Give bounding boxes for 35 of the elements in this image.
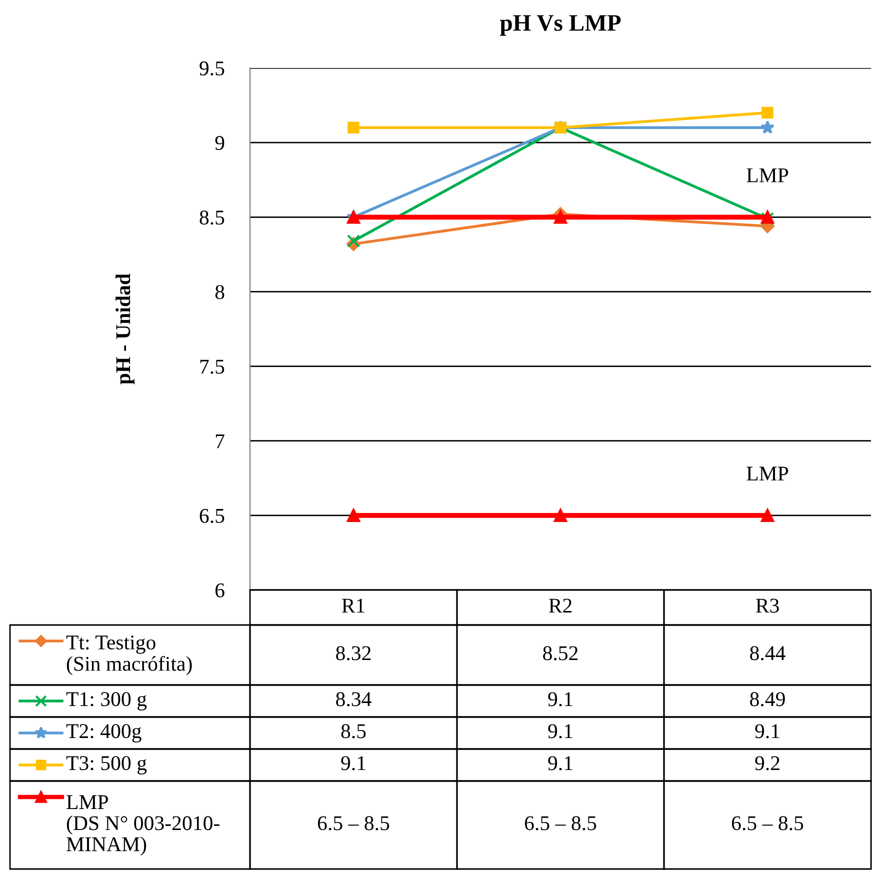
y-tick-label: 7.5	[200, 360, 224, 374]
data-label: 8.49	[750, 692, 785, 706]
y-tick-label: 6.5	[200, 508, 224, 523]
x-tick-label: R2	[548, 598, 572, 613]
text: 6.5 – 8.5	[732, 816, 804, 830]
data-label: 8.52	[543, 646, 578, 660]
text: 6.5 – 8.5	[524, 816, 596, 830]
y-tick-label: 8	[215, 285, 224, 300]
legend-label: T3: 500 g	[66, 756, 147, 774]
y-tick-label: 7	[216, 434, 224, 448]
x-tick-label: R3	[756, 598, 779, 613]
data-label: 8.5	[341, 724, 366, 738]
legend-label: T1: 300 g	[66, 692, 147, 710]
legend-label: LMP (DS N° 003-2010- MINAM)	[66, 795, 220, 856]
y-tick-label: 9.5	[200, 61, 224, 76]
data-label: 8.32	[336, 646, 371, 660]
data-label: 9.1	[548, 756, 572, 770]
text: 6.5 – 8.5	[318, 816, 390, 830]
data-label: 9.1	[548, 692, 572, 706]
chart-title: pH Vs LMP	[500, 15, 621, 36]
legend-label: T2: 400g	[66, 724, 142, 742]
legend-label: Tt: Testigo (Sin macrófita)	[66, 636, 192, 676]
data-label: 8.44	[750, 646, 786, 660]
y-tick-label: 6	[215, 583, 224, 598]
y-axis-title: pH - Unidad	[116, 274, 134, 384]
y-tick-label: 9	[215, 136, 224, 150]
data-label: 8.34	[336, 692, 372, 706]
data-label: 9.1	[548, 724, 572, 738]
data-label: 9.1	[341, 756, 366, 770]
y-tick-label: 8.5	[200, 210, 224, 225]
annotation: LMP	[746, 466, 788, 480]
data-label: 9.1	[755, 724, 780, 738]
x-tick-label: R1	[342, 598, 364, 613]
data-label: 9.2	[755, 756, 780, 770]
annotation: LMP	[746, 168, 788, 182]
